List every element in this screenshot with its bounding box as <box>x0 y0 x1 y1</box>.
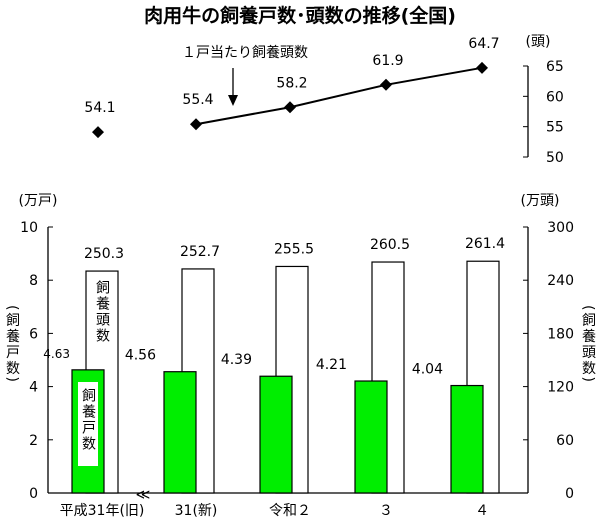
left-axis-label: (飼養戸数) <box>4 305 20 384</box>
per-farm-value-label: 54.1 <box>84 100 115 116</box>
farms-value-label: 4.39 <box>221 352 252 368</box>
farms-value-label: 4.56 <box>125 348 156 364</box>
heads-legend-bg <box>92 272 112 352</box>
right-y-tick-label: 300 <box>547 220 574 236</box>
farms-legend-bg <box>78 382 98 466</box>
right-y-tick-label: 180 <box>547 326 574 342</box>
farms-value-label: 4.63 <box>43 347 70 361</box>
heads-legend-label: 飼養頭数 <box>94 280 110 344</box>
per-farm-point <box>284 101 296 114</box>
heads-value-label: 260.5 <box>370 237 410 253</box>
left-y-tick-label: 2 <box>29 433 38 449</box>
left-axis-unit: (万戸) <box>19 193 58 209</box>
heads-value-label: 252.7 <box>180 244 220 260</box>
x-category-label: 31(新) <box>175 503 218 519</box>
farms-value-label: 4.21 <box>316 357 347 373</box>
top-line-chart: １戸当たり飼養頭数 (頭) 65 60 55 50 54.1 55.4 58.2 61.9 64… <box>84 34 563 166</box>
bottom-bar-chart: (万戸) (万頭) (飼養戸数) (飼養頭数) 0 2 4 6 8 10 0 60 120 180… <box>4 193 596 519</box>
axis-break-mark: ≪ <box>136 487 151 503</box>
x-category-label: 令和２ <box>269 503 311 519</box>
per-farm-value-label: 55.4 <box>182 92 213 108</box>
x-category-label: 平成31年(旧) <box>60 503 145 519</box>
x-category-label: ４ <box>475 503 489 519</box>
top-y-tick-label: 50 <box>546 150 564 166</box>
per-farm-annotation: １戸当たり飼養頭数 <box>182 44 308 61</box>
left-y-tick-label: 6 <box>29 326 38 342</box>
heads-value-label: 255.5 <box>274 241 314 257</box>
per-farm-value-label: 61.9 <box>372 53 403 69</box>
left-y-tick-label: 8 <box>29 273 38 289</box>
per-farm-point <box>92 126 104 139</box>
left-y-tick-label: 0 <box>29 486 38 502</box>
farms-legend-label: 飼養戸数 <box>80 388 96 452</box>
left-y-tick-label: 4 <box>29 380 38 396</box>
per-farm-value-label: 58.2 <box>276 75 307 91</box>
left-y-tick-label: 10 <box>20 220 38 236</box>
top-axis-unit: (頭) <box>526 34 551 50</box>
per-farm-point <box>476 61 488 74</box>
right-axis-label: (飼養頭数) <box>580 305 596 384</box>
right-y-tick-label: 60 <box>556 433 574 449</box>
x-category-label: ３ <box>379 503 393 519</box>
annotation-arrow-head <box>228 95 238 106</box>
chart-title: 肉用牛の飼養戸数･頭数の推移(全国) <box>144 4 456 27</box>
farms-bar <box>259 375 293 494</box>
farms-value-label: 4.04 <box>412 362 443 378</box>
per-farm-point <box>380 78 392 91</box>
top-y-tick-label: 60 <box>546 89 564 105</box>
farms-bar <box>450 384 484 494</box>
right-y-tick-label: 120 <box>547 380 574 396</box>
right-y-tick-label: 0 <box>565 486 574 502</box>
per-farm-point <box>190 118 202 131</box>
heads-value-label: 261.4 <box>465 236 505 252</box>
top-y-tick-label: 65 <box>546 59 564 75</box>
right-axis-unit: (万頭) <box>521 193 560 209</box>
farms-bar <box>163 371 197 494</box>
right-y-tick-label: 240 <box>547 273 574 289</box>
per-farm-value-label: 64.7 <box>468 36 499 52</box>
per-farm-line <box>195 66 483 126</box>
farms-bar <box>354 380 388 494</box>
heads-value-label: 250.3 <box>84 246 124 262</box>
top-y-tick-label: 55 <box>546 120 564 136</box>
